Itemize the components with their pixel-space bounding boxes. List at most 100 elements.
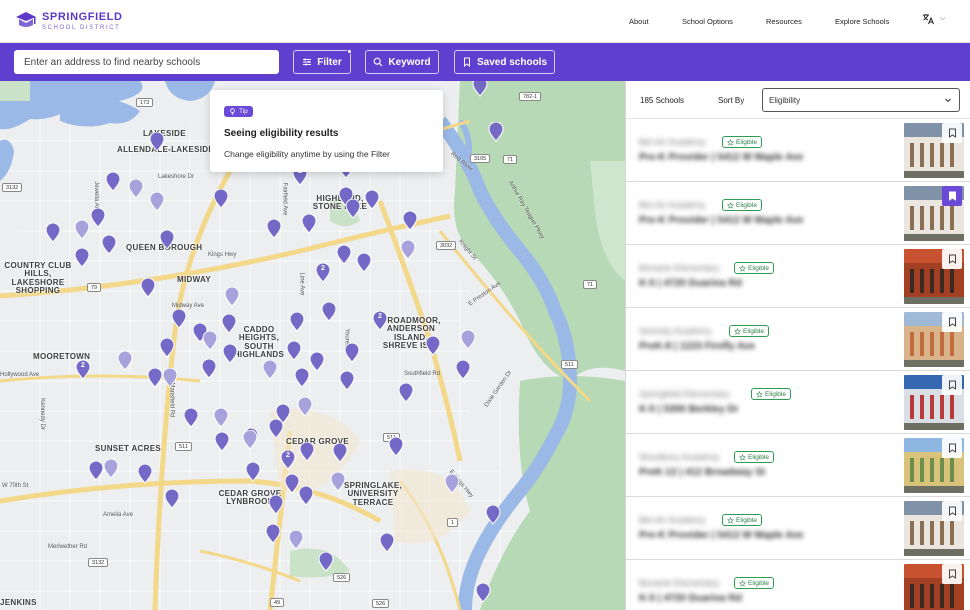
school-map-pin[interactable] <box>164 488 180 509</box>
results-panel[interactable]: 185 Schools Sort By Eligibility Bel-Air … <box>625 81 970 610</box>
school-map-pin[interactable] <box>213 188 229 209</box>
school-map-pin[interactable] <box>356 252 372 273</box>
school-map-pin[interactable] <box>101 234 117 255</box>
sort-select[interactable]: Eligibility <box>762 88 960 112</box>
school-map-pin[interactable] <box>242 429 258 450</box>
school-map-pin[interactable] <box>400 239 416 260</box>
bookmark-button[interactable] <box>942 249 962 269</box>
school-map-pin[interactable] <box>330 471 346 492</box>
bookmark-button[interactable] <box>942 438 962 458</box>
school-map-pin[interactable] <box>221 313 237 334</box>
school-map-pin[interactable] <box>345 198 361 219</box>
school-map-pin[interactable] <box>171 308 187 329</box>
school-map-pin[interactable] <box>298 485 314 506</box>
school-map-pin[interactable] <box>284 473 300 494</box>
school-card[interactable]: Bel-Air Academy Eligible Pre-K Provider | … <box>626 497 970 560</box>
school-map-pin[interactable] <box>344 342 360 363</box>
school-map-pin[interactable] <box>137 463 153 484</box>
school-map-pin[interactable] <box>309 351 325 372</box>
school-map-pin[interactable] <box>262 359 278 380</box>
school-map-pin[interactable] <box>159 337 175 358</box>
bookmark-button[interactable] <box>942 375 962 395</box>
school-map-pin[interactable] <box>159 229 175 250</box>
school-map-pin[interactable] <box>299 441 315 462</box>
school-card[interactable]: Bonacle Elementary Eligible K-5 | 4720 Dua… <box>626 560 970 610</box>
school-map-pin[interactable] <box>224 286 240 307</box>
saved-schools-button[interactable]: Saved schools <box>454 50 555 74</box>
nav-resources[interactable]: Resources <box>766 17 802 26</box>
school-map-pin[interactable] <box>388 436 404 457</box>
school-card[interactable]: Springfield Elementary Eligible K-5 | 5300… <box>626 371 970 434</box>
school-map-pin[interactable] <box>318 551 334 572</box>
school-card[interactable]: Bonacle Elementary Eligible K-5 | 4720 Dua… <box>626 245 970 308</box>
school-map-pin[interactable] <box>222 343 238 364</box>
school-map-pin[interactable] <box>74 247 90 268</box>
school-map-pin[interactable] <box>275 403 291 424</box>
filter-button[interactable]: Filter <box>293 49 352 74</box>
bookmark-button[interactable] <box>942 312 962 332</box>
school-map-pin[interactable] <box>472 81 488 97</box>
nav-about[interactable]: About <box>629 17 649 26</box>
school-map-pin[interactable] <box>103 458 119 479</box>
school-map-pin[interactable] <box>455 359 471 380</box>
school-map-pin[interactable] <box>297 396 313 417</box>
school-map-pin[interactable] <box>128 178 144 199</box>
district-logo[interactable]: SPRINGFIELD SCHOOL DISTRICT <box>14 10 123 32</box>
school-map-pin[interactable] <box>74 219 90 240</box>
school-map-pin[interactable] <box>286 340 302 361</box>
school-map-pin[interactable] <box>402 210 418 231</box>
school-card[interactable]: Woodbury Academy Eligible PreK-12 | 412 Br… <box>626 434 970 497</box>
school-map-pin[interactable] <box>444 473 460 494</box>
school-map-pin[interactable] <box>117 350 133 371</box>
school-map-pin[interactable] <box>147 367 163 388</box>
school-map-pin[interactable] <box>398 382 414 403</box>
school-map-pin[interactable] <box>485 504 501 525</box>
bookmark-button[interactable] <box>942 501 962 521</box>
school-map-pin[interactable] <box>268 418 284 439</box>
school-map-pin[interactable] <box>265 523 281 544</box>
school-map-pin[interactable] <box>183 407 199 428</box>
school-map-pin[interactable] <box>214 431 230 452</box>
school-map-pin[interactable]: 2 <box>315 262 331 283</box>
keyword-button[interactable]: Keyword <box>365 50 439 74</box>
school-map-pin[interactable] <box>301 213 317 234</box>
school-map-pin[interactable] <box>90 207 106 228</box>
school-map-pin[interactable] <box>88 460 104 481</box>
school-map-pin[interactable] <box>425 335 441 356</box>
school-map-pin[interactable] <box>460 329 476 350</box>
school-map-pin[interactable] <box>289 311 305 332</box>
school-map-pin[interactable]: 2 <box>280 449 296 470</box>
bookmark-button[interactable] <box>942 564 962 584</box>
address-search-input[interactable] <box>14 50 279 74</box>
school-card[interactable]: Bel-Air Academy Eligible Pre-K Provider | … <box>626 119 970 182</box>
school-card[interactable]: Serenity Academy Eligible PreK-8 | 1223 Fi… <box>626 308 970 371</box>
school-map-pin[interactable] <box>105 171 121 192</box>
school-map-pin[interactable] <box>364 189 380 210</box>
language-selector[interactable]: ⌵ <box>922 13 945 25</box>
school-map-pin[interactable]: 2 <box>372 310 388 331</box>
school-map-pin[interactable] <box>45 222 61 243</box>
school-map-pin[interactable] <box>213 407 229 428</box>
school-map-pin[interactable] <box>339 370 355 391</box>
school-map-pin[interactable] <box>332 442 348 463</box>
school-map-pin[interactable] <box>149 131 165 152</box>
school-map-pin[interactable] <box>162 367 178 388</box>
school-map-pin[interactable] <box>488 121 504 142</box>
school-map-pin[interactable]: 2 <box>75 359 91 380</box>
nav-school-options[interactable]: School Options <box>682 17 733 26</box>
school-map-pin[interactable] <box>140 277 156 298</box>
school-map-pin[interactable] <box>336 244 352 265</box>
school-map-pin[interactable] <box>245 461 261 482</box>
school-map-pin[interactable] <box>201 358 217 379</box>
school-map-pin[interactable] <box>294 367 310 388</box>
nav-explore-schools[interactable]: Explore Schools <box>835 17 890 26</box>
school-map-pin[interactable] <box>266 218 282 239</box>
school-map-pin[interactable] <box>288 529 304 550</box>
school-map-pin[interactable] <box>321 301 337 322</box>
bookmark-button[interactable] <box>942 123 962 143</box>
school-map-pin[interactable] <box>475 582 491 603</box>
school-map-pin[interactable] <box>149 191 165 212</box>
school-map-pin[interactable] <box>268 494 284 515</box>
bookmark-button[interactable] <box>942 186 962 206</box>
school-map-pin[interactable] <box>379 532 395 553</box>
